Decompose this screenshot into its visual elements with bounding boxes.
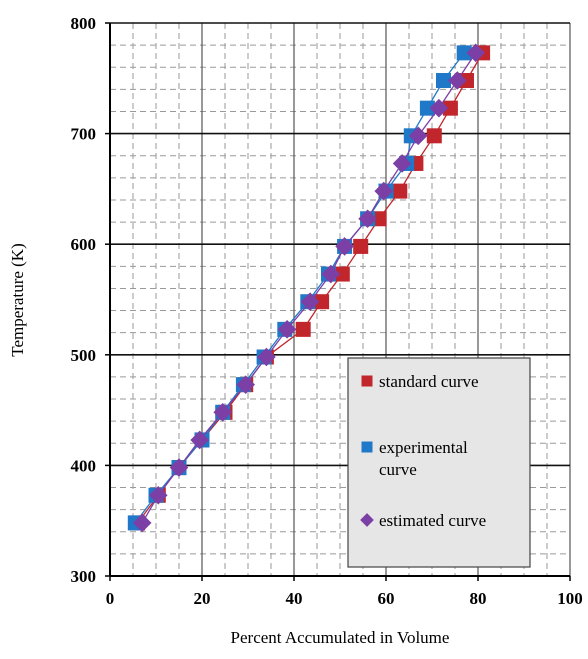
y-tick-label: 800 (71, 14, 97, 33)
data-point (466, 43, 485, 63)
data-point (392, 154, 412, 173)
legend-label: experimental (379, 438, 468, 457)
data-point (436, 73, 451, 89)
data-point (371, 211, 387, 227)
axes: 0 20 40 60 80 100 300 400 500 600 700 800 (71, 14, 583, 608)
x-axis-title: Percent Accumulated in Volume (231, 628, 450, 647)
y-tick-label: 600 (71, 235, 97, 254)
data-point (448, 71, 467, 90)
y-tick-label: 400 (71, 456, 97, 475)
legend-entry: standard curve (361, 372, 479, 391)
data-point (213, 403, 232, 422)
legend-swatch (361, 375, 373, 387)
y-tick-label: 700 (71, 125, 97, 144)
x-tick-label: 0 (106, 589, 115, 608)
data-point (149, 485, 168, 505)
data-point (321, 264, 341, 284)
data-point (295, 321, 311, 337)
legend-label: estimated curve (379, 511, 486, 530)
data-point (257, 347, 276, 367)
data-point (419, 100, 435, 116)
legend-swatch (361, 441, 373, 453)
data-point (300, 292, 320, 312)
x-tick-label: 100 (557, 589, 583, 608)
legend: standard curve experimental curve estimated… (347, 357, 531, 568)
data-point (456, 45, 472, 61)
x-tick-label: 80 (470, 589, 487, 608)
data-point (358, 209, 377, 229)
data-point (277, 320, 297, 339)
data-point (392, 183, 408, 199)
data-point (334, 266, 350, 282)
data-point (429, 98, 449, 118)
data-point (169, 458, 189, 477)
x-tick-label: 60 (378, 589, 395, 608)
data-point (442, 100, 458, 116)
data-point (353, 238, 369, 254)
data-point (132, 513, 152, 533)
data-series (127, 43, 491, 533)
data-point (426, 128, 442, 144)
y-tick-label: 500 (71, 346, 97, 365)
data-point (408, 126, 428, 146)
legend-label: curve (379, 460, 417, 479)
x-tick-label: 40 (286, 589, 303, 608)
legend-label: standard curve (379, 372, 479, 391)
legend-swatch (360, 513, 374, 527)
legend-entry: estimated curve (360, 511, 486, 530)
legend-entry: experimental curve (361, 438, 468, 479)
data-point (314, 294, 330, 310)
data-point (374, 181, 393, 201)
series-2 (132, 43, 485, 533)
data-point (236, 375, 255, 394)
data-point (190, 430, 209, 450)
x-tick-label: 20 (194, 589, 211, 608)
legend-box (347, 357, 531, 568)
y-tick-label: 300 (71, 567, 97, 586)
data-point (335, 237, 354, 256)
y-axis-title: Temperature (K) (8, 243, 27, 357)
